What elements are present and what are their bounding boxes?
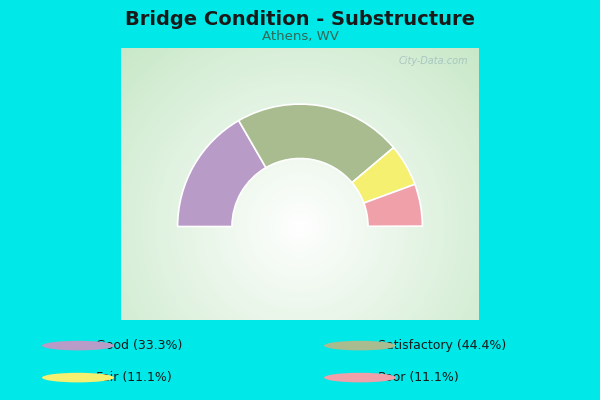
Circle shape bbox=[252, 179, 348, 274]
Circle shape bbox=[86, 13, 514, 400]
Circle shape bbox=[242, 169, 358, 284]
Circle shape bbox=[284, 210, 316, 242]
Circle shape bbox=[70, 0, 530, 400]
Circle shape bbox=[128, 54, 472, 399]
Circle shape bbox=[324, 373, 396, 382]
Circle shape bbox=[249, 176, 351, 278]
Circle shape bbox=[227, 153, 373, 300]
Circle shape bbox=[103, 29, 497, 400]
Circle shape bbox=[55, 0, 545, 400]
Circle shape bbox=[287, 214, 313, 239]
Circle shape bbox=[83, 10, 517, 400]
Circle shape bbox=[42, 341, 114, 350]
Circle shape bbox=[262, 188, 338, 265]
Circle shape bbox=[109, 35, 491, 400]
Circle shape bbox=[58, 0, 542, 400]
Circle shape bbox=[179, 105, 421, 348]
Circle shape bbox=[208, 134, 392, 319]
Circle shape bbox=[99, 26, 501, 400]
Circle shape bbox=[45, 0, 555, 400]
Circle shape bbox=[115, 42, 485, 400]
Circle shape bbox=[281, 207, 319, 246]
Circle shape bbox=[172, 99, 428, 354]
Circle shape bbox=[259, 185, 341, 268]
Text: Good (33.3%): Good (33.3%) bbox=[96, 339, 182, 352]
Circle shape bbox=[144, 70, 456, 383]
Circle shape bbox=[195, 121, 405, 332]
Circle shape bbox=[233, 160, 367, 294]
Circle shape bbox=[198, 124, 402, 328]
Circle shape bbox=[214, 140, 386, 312]
Circle shape bbox=[150, 77, 450, 376]
Wedge shape bbox=[352, 148, 415, 203]
Circle shape bbox=[275, 201, 325, 252]
Circle shape bbox=[160, 86, 440, 367]
Circle shape bbox=[64, 0, 536, 400]
Circle shape bbox=[118, 45, 482, 400]
Wedge shape bbox=[178, 120, 266, 226]
Circle shape bbox=[239, 166, 361, 287]
Circle shape bbox=[134, 61, 466, 392]
Circle shape bbox=[137, 64, 463, 389]
Circle shape bbox=[52, 0, 548, 400]
Circle shape bbox=[67, 0, 533, 400]
Circle shape bbox=[147, 74, 453, 380]
Wedge shape bbox=[364, 184, 422, 226]
Text: Poor (11.1%): Poor (11.1%) bbox=[378, 371, 459, 384]
Circle shape bbox=[131, 58, 469, 396]
Circle shape bbox=[93, 19, 507, 400]
Circle shape bbox=[182, 108, 418, 344]
Circle shape bbox=[223, 150, 377, 303]
Circle shape bbox=[246, 172, 354, 281]
Circle shape bbox=[297, 223, 303, 230]
Circle shape bbox=[201, 128, 399, 325]
Circle shape bbox=[185, 112, 415, 341]
Circle shape bbox=[154, 80, 446, 373]
Circle shape bbox=[140, 67, 460, 386]
Circle shape bbox=[256, 182, 344, 271]
Text: City-Data.com: City-Data.com bbox=[398, 56, 468, 66]
Circle shape bbox=[163, 90, 437, 364]
Circle shape bbox=[324, 341, 396, 350]
Circle shape bbox=[290, 217, 310, 236]
Wedge shape bbox=[239, 104, 394, 183]
Circle shape bbox=[265, 192, 335, 262]
Circle shape bbox=[42, 373, 114, 382]
Circle shape bbox=[74, 0, 526, 400]
Circle shape bbox=[121, 48, 479, 400]
Circle shape bbox=[217, 144, 383, 309]
Circle shape bbox=[191, 118, 409, 335]
Circle shape bbox=[271, 198, 329, 255]
Circle shape bbox=[89, 16, 511, 400]
Circle shape bbox=[188, 115, 412, 338]
Circle shape bbox=[48, 0, 552, 400]
Circle shape bbox=[176, 102, 424, 351]
Circle shape bbox=[169, 96, 431, 357]
Circle shape bbox=[230, 156, 370, 297]
Text: Bridge Condition - Substructure: Bridge Condition - Substructure bbox=[125, 10, 475, 29]
Circle shape bbox=[112, 38, 488, 400]
Circle shape bbox=[236, 163, 364, 290]
Circle shape bbox=[278, 204, 322, 249]
Circle shape bbox=[106, 32, 494, 400]
Text: Fair (11.1%): Fair (11.1%) bbox=[96, 371, 172, 384]
Text: Athens, WV: Athens, WV bbox=[262, 30, 338, 43]
Circle shape bbox=[211, 137, 389, 316]
Circle shape bbox=[293, 220, 307, 233]
Circle shape bbox=[125, 51, 475, 400]
Circle shape bbox=[77, 3, 523, 400]
Text: Satisfactory (44.4%): Satisfactory (44.4%) bbox=[378, 339, 506, 352]
Circle shape bbox=[166, 93, 434, 360]
Circle shape bbox=[157, 83, 443, 370]
Circle shape bbox=[220, 147, 380, 306]
Circle shape bbox=[268, 195, 332, 258]
Circle shape bbox=[80, 6, 520, 400]
Circle shape bbox=[96, 22, 504, 400]
Circle shape bbox=[61, 0, 539, 400]
Circle shape bbox=[205, 131, 395, 322]
